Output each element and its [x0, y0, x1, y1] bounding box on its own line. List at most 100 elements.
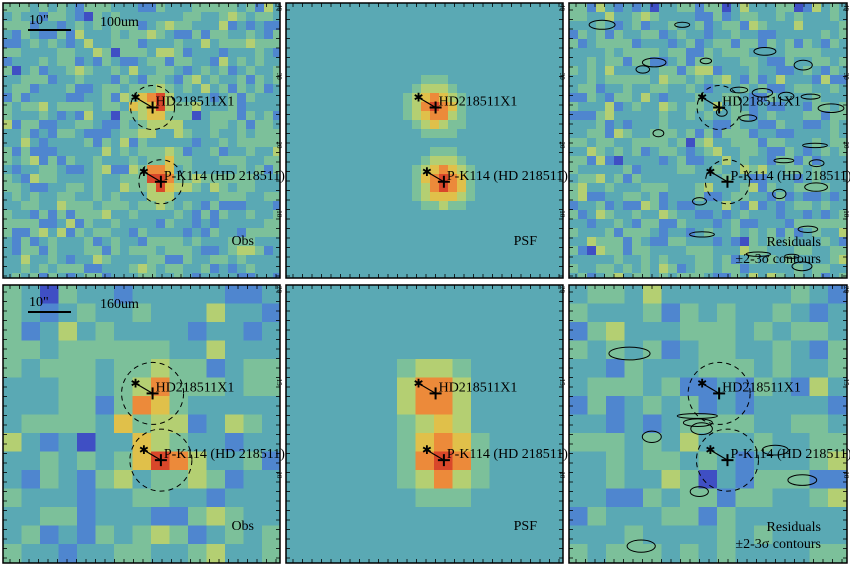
pixel: [39, 93, 49, 103]
pixel: [680, 507, 699, 526]
pixel: [484, 30, 494, 40]
pixel: [66, 237, 76, 247]
pixel: [466, 255, 476, 265]
pixel: [773, 396, 792, 415]
pixel: [625, 470, 644, 489]
pixel: [529, 183, 539, 193]
pixel: [22, 322, 41, 341]
pixel: [740, 192, 750, 202]
pixel: [3, 255, 13, 265]
pixel: [133, 415, 152, 434]
pixel: [493, 84, 503, 94]
pixel: [246, 66, 256, 76]
pixel: [695, 165, 705, 175]
pixel: [448, 21, 458, 31]
pixel: [331, 3, 341, 13]
pixel: [12, 219, 22, 229]
pixel: [322, 201, 332, 211]
pixel: [569, 264, 579, 274]
pixel: [448, 264, 458, 274]
pixel: [466, 138, 476, 148]
pixel: [192, 228, 202, 238]
pixel: [246, 138, 256, 148]
pixel: [255, 57, 265, 67]
pixel: [349, 228, 359, 238]
pixel: [511, 255, 521, 265]
pixel: [403, 147, 413, 157]
pixel: [578, 237, 588, 247]
pixel: [794, 201, 804, 211]
pixel: [767, 30, 777, 40]
pixel: [754, 396, 773, 415]
source-label: HD218511X1: [722, 380, 801, 395]
pixel: [529, 120, 539, 130]
pixel: [102, 129, 112, 139]
pixel: [508, 544, 527, 563]
pixel: [397, 433, 416, 452]
pixel: [659, 156, 669, 166]
pixel: [237, 255, 247, 265]
pixel: [578, 138, 588, 148]
pixel: [538, 30, 548, 40]
pixel: [547, 3, 557, 13]
pixel: [547, 30, 557, 40]
pixel: [225, 304, 244, 323]
pixel: [3, 12, 13, 22]
pixel: [75, 21, 85, 31]
pixel: [174, 156, 184, 166]
pixel: [219, 192, 229, 202]
pixel: [587, 129, 597, 139]
band-label: 100um: [100, 15, 139, 30]
pixel: [508, 322, 527, 341]
pixel: [527, 489, 546, 508]
pixel: [255, 156, 265, 166]
star-marker: ✱: [705, 165, 715, 179]
pixel: [767, 183, 777, 193]
pixel: [511, 39, 521, 49]
pixel: [111, 102, 121, 112]
pixel: [677, 66, 687, 76]
pixel: [12, 174, 22, 184]
pixel: [30, 102, 40, 112]
pixel: [114, 507, 133, 526]
pixel: [3, 84, 13, 94]
pixel: [57, 12, 67, 22]
pixel: [66, 57, 76, 67]
pixel: [430, 21, 440, 31]
pixel: [484, 138, 494, 148]
pixel: [340, 102, 350, 112]
pixel: [66, 75, 76, 85]
pixel: [812, 120, 822, 130]
pixel: [21, 66, 31, 76]
pixel: [12, 264, 22, 274]
pixel: [66, 3, 76, 13]
axis-tick-label: 40: [558, 4, 566, 12]
pixel: [84, 228, 94, 238]
pixel: [828, 507, 847, 526]
pixel: [170, 489, 189, 508]
pixel: [650, 111, 660, 121]
pixel: [192, 147, 202, 157]
pixel: [695, 192, 705, 202]
pixel: [394, 147, 404, 157]
pixel: [623, 228, 633, 238]
pixel: [403, 39, 413, 49]
pixel: [207, 470, 226, 489]
pixel: [322, 192, 332, 202]
pixel: [156, 84, 166, 94]
pixel: [511, 57, 521, 67]
pixel: [96, 452, 115, 471]
pixel: [484, 183, 494, 193]
pixel: [641, 246, 651, 256]
pixel: [367, 237, 377, 247]
pixel: [3, 228, 13, 238]
pixel: [520, 111, 530, 121]
pixel: [430, 120, 440, 130]
pixel: [225, 341, 244, 360]
pixel: [717, 507, 736, 526]
pixel: [641, 39, 651, 49]
pixel: [785, 156, 795, 166]
pixel: [588, 415, 607, 434]
pixel: [262, 341, 281, 360]
pixel: [502, 30, 512, 40]
